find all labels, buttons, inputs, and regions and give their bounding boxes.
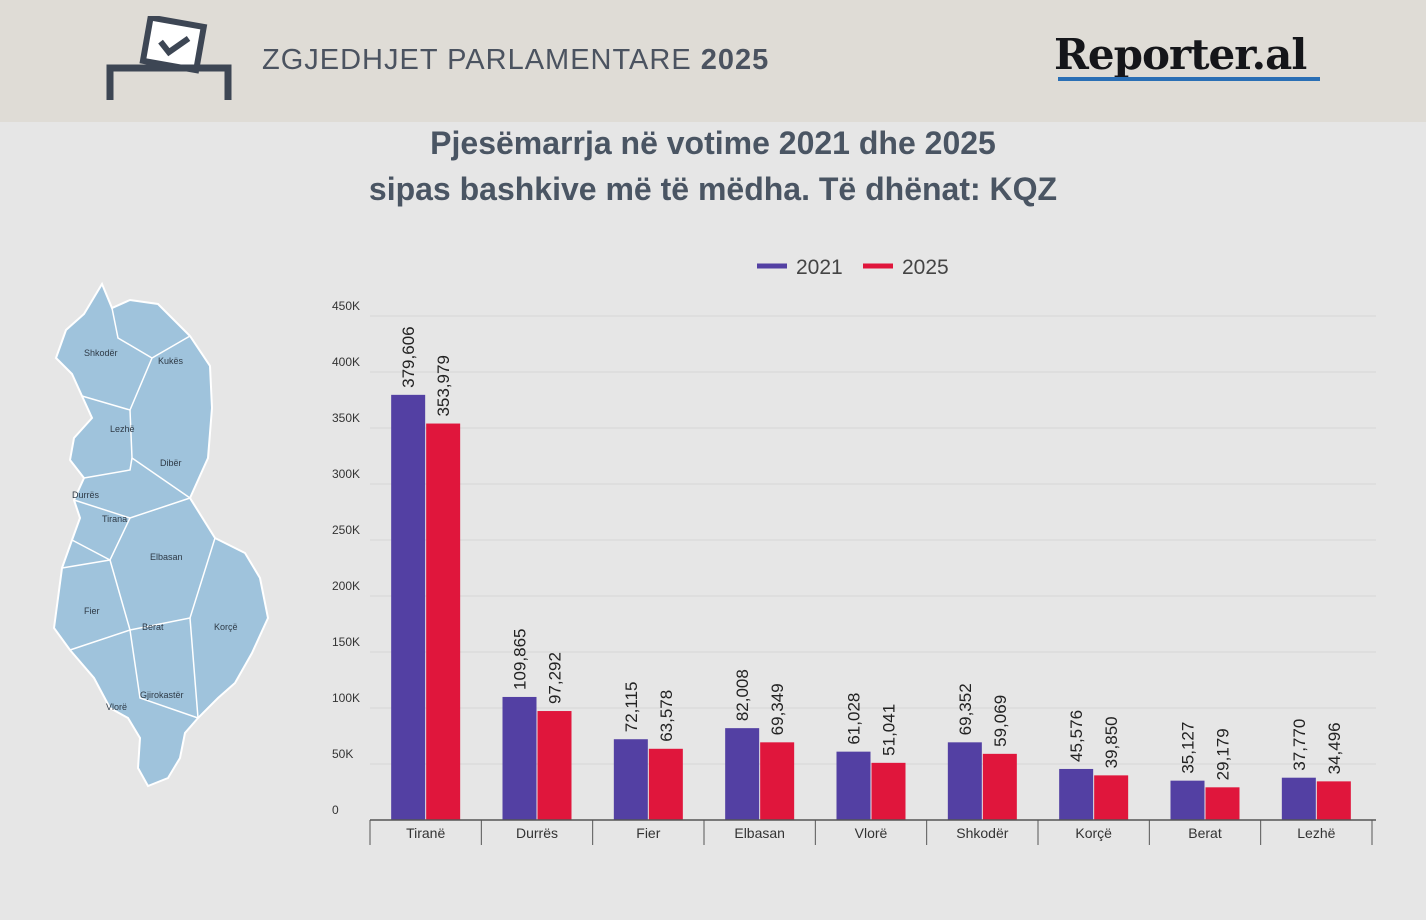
albania-map-icon: Shkodër Kukës Lezhë Dibër Durrës Tirana … [52,281,270,788]
header-title: ZGJEDHJET PARLAMENTARE 2025 [262,44,770,76]
bar-2025 [760,742,795,820]
y-tick-label: 450K [332,299,360,313]
map-label-vlore: Vlorë [106,702,127,712]
map-label-durres: Durrës [72,490,100,500]
y-tick-label: 50K [332,747,353,761]
legend: 2021 2025 [757,256,949,279]
y-tick-label: 150K [332,635,360,649]
data-label: 39,850 [1102,716,1121,768]
data-label: 97,292 [546,652,565,704]
x-tick-label: Korçë [1075,825,1112,841]
brand-underline [1058,77,1320,81]
bar-2025 [871,762,906,820]
bar-2025 [982,753,1017,820]
map-label-kukes: Kukës [158,356,184,366]
map-label-elbasan: Elbasan [150,552,183,562]
data-label: 61,028 [845,693,864,745]
bar-2025 [1094,775,1129,820]
data-label: 379,606 [399,326,418,387]
data-label: 51,041 [880,704,899,756]
bar-2021 [725,728,760,820]
x-tick-label: Tiranë [406,825,445,841]
x-axis: Tiranë Durrës Fier Elbasan Vlorë Shkodër Korçë… [369,819,1376,845]
data-label: 353,979 [434,355,453,416]
y-tick-label: 250K [332,523,360,537]
bar-2025 [537,711,572,820]
x-tick-label: Elbasan [734,825,785,841]
data-label: 45,576 [1067,710,1086,762]
y-tick-label: 350K [332,411,360,425]
map-label-lezhe: Lezhë [110,424,135,434]
x-tick-label: Fier [636,825,660,841]
data-label: 82,008 [733,669,752,721]
x-tick-label: Durrës [516,825,558,841]
bar-2021 [391,394,426,820]
bar-2021 [836,751,871,820]
data-label: 69,349 [768,683,787,735]
y-tick-label: 200K [332,579,360,593]
bar-2025 [648,748,683,820]
header-banner: ZGJEDHJET PARLAMENTARE 2025 Reporter.al [0,0,1426,122]
map-label-shkoder: Shkodër [84,348,118,358]
y-tick-label: 100K [332,691,360,705]
chart-title-line-1: Pjesëmarrja në votime 2021 dhe 2025 [430,125,996,161]
bar-2021 [502,696,537,820]
bar-2025 [426,423,461,820]
data-label: 29,179 [1214,728,1233,780]
data-label: 35,127 [1179,722,1198,774]
map-label-gjirokaster: Gjirokastër [140,690,184,700]
legend-label: 2025 [902,256,949,279]
chart-title-line-2: sipas bashkive më të mëdha. Të dhënat: K… [368,171,1058,207]
data-label: 109,865 [511,628,530,689]
ballot-box-icon [106,16,232,100]
data-label: 63,578 [657,690,676,742]
data-label: 72,115 [622,681,641,732]
gridlines [370,315,1376,765]
map-label-diber: Dibër [160,458,182,468]
map-label-fier: Fier [84,606,100,616]
brand-logo[interactable]: Reporter.al [1054,30,1307,79]
bar-2021 [947,742,982,820]
x-tick-label: Vlorë [855,825,888,841]
legend-label: 2021 [796,256,843,279]
y-tick-label: 400K [332,355,360,369]
chart-title: Pjesëmarrja në votime 2021 dhe 2025 sipa… [0,120,1426,212]
data-label: 59,069 [991,695,1010,747]
data-label: 34,496 [1325,722,1344,774]
data-label: 37,770 [1290,719,1309,771]
bar-2021 [613,739,648,820]
data-labels: 379,606 353,979 109,865 97,292 72,115 63,578 8… [399,326,1344,780]
bar-2021 [1281,777,1316,820]
bar-2021 [1059,768,1094,820]
bars [391,394,1351,820]
bar-2021 [1170,780,1205,820]
y-axis-ticks: 0 50K 100K 150K 200K 250K 300K 350K 400K 450K [332,299,360,817]
x-tick-label: Lezhë [1297,825,1335,841]
map-label-berat: Berat [142,622,164,632]
y-tick-label: 0 [332,803,339,817]
map-label-korce: Korçë [214,622,238,632]
bar-2025 [1316,781,1351,820]
x-tick-label: Shkodër [956,825,1008,841]
map-label-tirana: Tirana [102,514,127,524]
y-tick-label: 300K [332,467,360,481]
bar-2025 [1205,787,1240,820]
data-label: 69,352 [956,683,975,735]
x-tick-label: Berat [1188,825,1222,841]
